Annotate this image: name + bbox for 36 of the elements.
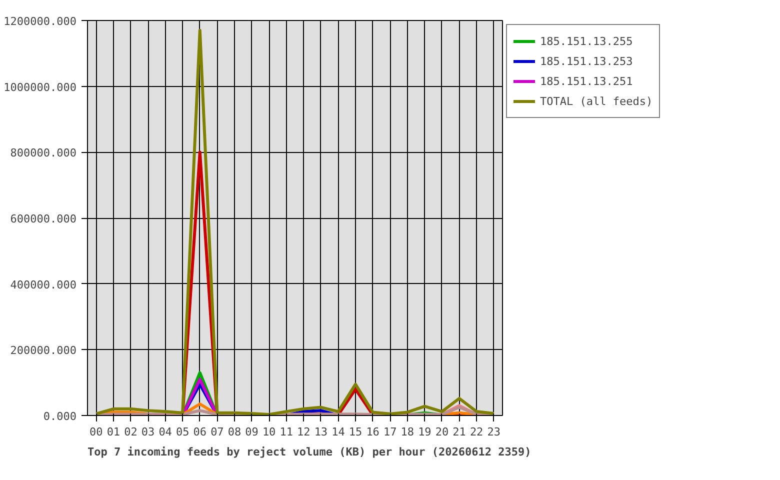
x-tick-label: 14 [332,426,346,438]
x-tick-label: 13 [314,426,328,438]
x-tick-label: 01 [106,426,120,438]
x-tick-label: 02 [124,426,138,438]
x-tick-label: 21 [452,426,466,438]
x-tick-label: 18 [400,426,414,438]
x-tick-label: 10 [262,426,276,438]
y-tick-label: 1000000.000 [4,80,77,94]
x-tick-label: 05 [176,426,190,438]
x-tick-label: 03 [141,426,155,438]
x-tick-label: 11 [280,426,293,438]
y-tick-label: 0.000 [43,410,77,423]
y-tick-label: 200000.000 [10,344,77,358]
x-tick-label: 06 [193,426,207,438]
x-tick-label: 00 [90,426,103,438]
y-tick-label: 400000.000 [10,278,77,292]
legend-label: 185.151.13.253 [540,54,633,68]
text: Top 7 incoming feeds by reject volume (KB) per hour (20260612 2359) [88,446,532,458]
x-tick-label: 17 [383,426,397,438]
legend-label: TOTAL (all feeds) [540,94,653,108]
x-tick-label: 04 [158,426,172,438]
x-tick-label: 23 [487,426,500,438]
x-tick-label: 07 [210,426,224,438]
legend-label: 185.151.13.251 [540,74,633,88]
x-tick-label: 09 [245,426,258,438]
y-tick-label: 800000.000 [10,146,77,160]
x-tick-label: 19 [418,426,432,438]
y-tick-label: 600000.000 [10,212,77,226]
x-tick-label: 15 [348,426,362,438]
x-tick-label: 12 [297,426,310,438]
y-tick-label: 1200000.000 [4,15,77,28]
x-tick-label: 20 [435,426,449,438]
x-tick-label: 08 [228,426,242,438]
x-tick-label: 22 [470,426,484,438]
x-tick-label: 16 [366,426,380,438]
legend-label: 185.151.13.255 [540,34,633,48]
